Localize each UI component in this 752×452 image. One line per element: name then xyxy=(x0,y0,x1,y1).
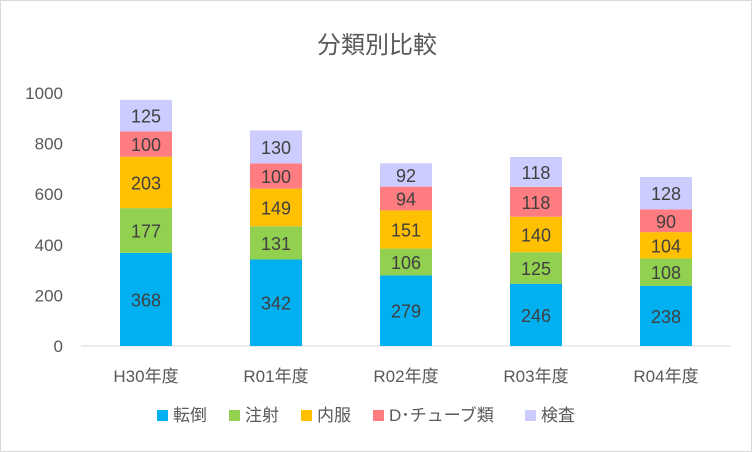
bar-segment xyxy=(250,163,302,189)
data-label: 246 xyxy=(521,306,551,326)
data-label: 125 xyxy=(131,107,161,127)
y-tick-label: 600 xyxy=(35,185,63,204)
legend-item: 注射 xyxy=(229,406,279,425)
data-label: 90 xyxy=(656,212,676,232)
bar-segment xyxy=(120,208,172,253)
x-tick-label: H30年度 xyxy=(113,367,178,386)
bar-segment xyxy=(380,275,432,346)
bar-segment xyxy=(510,283,562,346)
bar-segment xyxy=(380,186,432,211)
data-label: 342 xyxy=(261,294,291,314)
bars-layer xyxy=(120,99,692,346)
data-label: 177 xyxy=(131,222,161,242)
y-tick-label: 200 xyxy=(35,286,63,305)
data-label: 238 xyxy=(651,307,681,327)
data-label: 100 xyxy=(131,135,161,155)
legend-item: 検査 xyxy=(525,406,575,425)
bar-segment xyxy=(120,99,172,132)
legend-item: 内服 xyxy=(301,406,351,425)
data-label: 149 xyxy=(261,198,291,218)
bar-segment xyxy=(640,232,692,259)
bar-segment xyxy=(250,188,302,227)
bar-segment xyxy=(640,258,692,286)
data-label: 151 xyxy=(391,220,421,240)
data-label: 108 xyxy=(651,263,681,283)
legend-label: 転倒 xyxy=(173,406,207,425)
data-label: 140 xyxy=(521,225,551,245)
legend-label: 内服 xyxy=(317,406,351,425)
data-label: 100 xyxy=(261,167,291,187)
bar-segment xyxy=(120,131,172,157)
data-label: 92 xyxy=(396,166,416,186)
data-labels-layer: 368 177 203 100 125 342 131 149 100 130 279 106 151 9… xyxy=(131,107,681,327)
bar-segment xyxy=(640,209,692,233)
bar-segment xyxy=(510,157,562,187)
legend-swatch xyxy=(157,410,168,421)
bar-segment xyxy=(250,226,302,260)
y-tick-label: 800 xyxy=(35,135,63,154)
y-tick-label: 400 xyxy=(35,236,63,255)
legend-item: 転倒 xyxy=(157,406,207,425)
legend: 転倒 注射 内服 D･チューブ類 検査 xyxy=(157,405,575,425)
bar-segment xyxy=(380,248,432,276)
data-label: 104 xyxy=(651,236,681,256)
y-tick-label: 1000 xyxy=(25,84,63,103)
data-label: 130 xyxy=(261,138,291,158)
legend-swatch xyxy=(301,410,312,421)
bar-segment xyxy=(120,252,172,346)
x-tick-label: R02年度 xyxy=(373,367,438,386)
data-label: 118 xyxy=(522,193,551,213)
legend-item: D･チューブ類 xyxy=(373,405,494,425)
chart-title: 分類別比較 xyxy=(317,32,437,59)
legend-swatch xyxy=(525,410,536,421)
x-tick-label: R04年度 xyxy=(633,367,698,386)
data-label: 368 xyxy=(131,290,161,310)
bar-segment xyxy=(640,285,692,346)
bar-segment xyxy=(510,216,562,253)
legend-label: 注射 xyxy=(245,406,279,425)
legend-label: D･チューブ類 xyxy=(389,405,494,425)
bar-segment xyxy=(250,259,302,346)
axis-layer: 0 200 400 600 800 1000 H30年度 R01年度 R02年度 R03年度 R04… xyxy=(25,84,731,386)
bar-segment xyxy=(380,210,432,249)
legend-swatch xyxy=(373,410,384,421)
legend-label: 検査 xyxy=(541,406,575,425)
bar-segment xyxy=(510,186,562,217)
data-label: 94 xyxy=(396,190,416,210)
data-label: 125 xyxy=(521,259,551,279)
bar-segment xyxy=(250,130,302,164)
data-label: 128 xyxy=(651,184,681,204)
data-label: 118 xyxy=(522,163,551,183)
bar-segment xyxy=(380,163,432,187)
data-label: 106 xyxy=(391,253,421,273)
x-tick-label: R03年度 xyxy=(503,367,568,386)
y-tick-label: 0 xyxy=(54,337,63,356)
data-label: 203 xyxy=(131,173,161,193)
bar-segment xyxy=(510,252,562,284)
bar-segment xyxy=(120,156,172,209)
data-label: 279 xyxy=(391,302,421,322)
data-label: 131 xyxy=(261,234,291,254)
legend-swatch xyxy=(229,410,240,421)
bar-segment xyxy=(640,176,692,210)
x-tick-label: R01年度 xyxy=(243,367,308,386)
